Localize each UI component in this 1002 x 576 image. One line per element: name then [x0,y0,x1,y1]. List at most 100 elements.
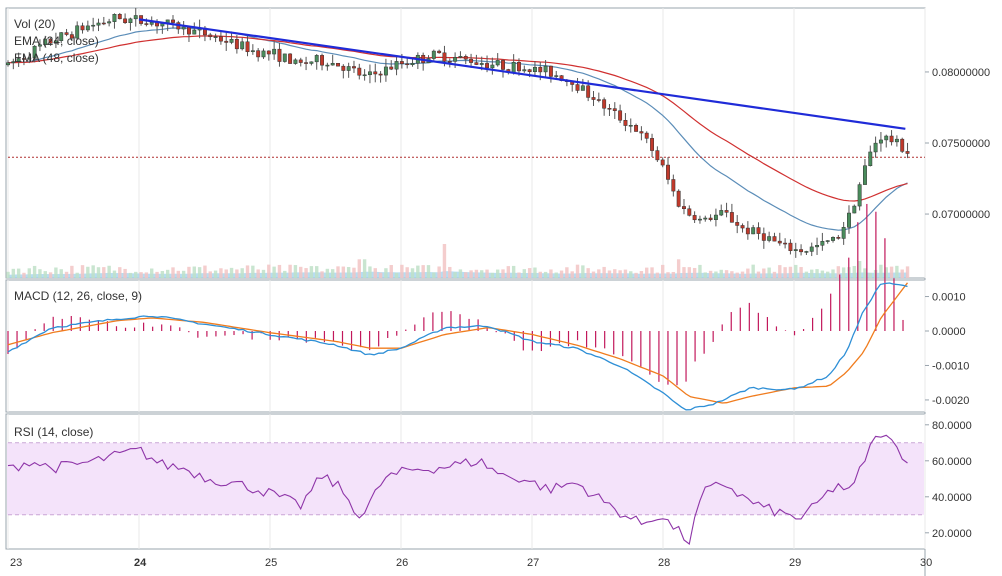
candle[interactable] [11,61,16,63]
candle[interactable] [628,124,633,127]
candle[interactable] [469,58,474,63]
candle[interactable] [751,227,756,235]
candle[interactable] [634,124,639,132]
candle[interactable] [527,69,532,72]
candle[interactable] [453,57,458,62]
candle[interactable] [878,139,883,144]
candle[interactable] [660,159,665,166]
candle[interactable] [724,210,729,213]
candle[interactable] [793,249,798,251]
candle[interactable] [900,138,905,152]
candle[interactable] [53,40,58,44]
candle[interactable] [650,138,654,151]
candle[interactable] [288,53,293,64]
candle[interactable] [485,63,489,69]
candle[interactable] [612,108,617,111]
candle[interactable] [431,50,436,59]
candle[interactable] [543,65,548,73]
candle[interactable] [671,179,676,192]
candle[interactable] [362,74,367,77]
candle[interactable] [538,66,543,73]
candle[interactable] [245,41,250,53]
candle[interactable] [708,217,713,220]
candle[interactable] [868,151,873,166]
candle[interactable] [171,19,175,23]
candle[interactable] [495,60,500,66]
candle[interactable] [596,99,601,101]
candle[interactable] [548,65,553,77]
candle[interactable] [80,25,85,31]
candle[interactable] [48,38,53,44]
candle[interactable] [75,25,80,39]
candle[interactable] [187,26,191,35]
candle[interactable] [304,62,309,64]
candle[interactable] [213,36,218,38]
candle[interactable] [282,53,287,62]
candle[interactable] [389,66,394,70]
candle[interactable] [266,50,271,55]
candle[interactable] [277,48,282,62]
candle[interactable] [250,50,255,53]
candle[interactable] [437,50,442,54]
candle[interactable] [618,110,623,121]
candle[interactable] [85,25,90,31]
candle[interactable] [591,97,596,100]
candle[interactable] [623,120,628,126]
candle[interactable] [378,73,383,76]
candle[interactable] [575,84,580,91]
candle[interactable] [692,215,697,221]
candle[interactable] [804,251,809,253]
candle[interactable] [857,184,862,207]
candle[interactable] [32,45,37,59]
candle[interactable] [517,62,521,72]
candle[interactable] [272,48,277,55]
candle[interactable] [123,18,128,24]
candle[interactable] [43,38,48,46]
candle[interactable] [298,59,303,63]
candle[interactable] [788,242,793,251]
candle[interactable] [352,66,356,69]
candle[interactable] [682,206,686,210]
candle[interactable] [69,34,74,39]
candle[interactable] [501,60,505,70]
candle[interactable] [128,18,133,24]
candle[interactable] [261,50,266,58]
candle[interactable] [394,61,399,70]
candle[interactable] [474,62,479,65]
candle[interactable] [697,218,702,221]
candle[interactable] [841,227,846,239]
candle[interactable] [740,225,745,229]
candle[interactable] [91,24,96,27]
candle[interactable] [644,132,649,139]
candle[interactable] [96,22,101,26]
candle[interactable] [447,61,452,63]
candle[interactable] [256,50,261,58]
candle[interactable] [532,66,537,72]
candle[interactable] [852,205,857,214]
candle[interactable] [117,14,122,20]
candle[interactable] [586,85,591,98]
candle[interactable] [490,64,495,69]
candle[interactable] [293,59,298,64]
candle[interactable] [639,131,644,134]
candle[interactable] [373,71,378,75]
candle[interactable] [783,242,788,245]
candle[interactable] [192,29,197,35]
candle[interactable] [229,39,234,43]
candle[interactable] [479,63,484,65]
candle[interactable] [133,15,138,20]
candle[interactable] [772,236,777,242]
candle[interactable] [777,240,782,244]
candle[interactable] [112,14,117,22]
candle[interactable] [144,23,149,25]
candle[interactable] [442,52,447,62]
candle[interactable] [181,26,186,30]
candle[interactable] [905,151,910,154]
candle[interactable] [836,237,841,239]
candle[interactable] [149,22,154,25]
candle[interactable] [314,55,319,63]
candle[interactable] [884,135,889,141]
candle[interactable] [59,32,64,41]
candle[interactable] [815,245,819,248]
